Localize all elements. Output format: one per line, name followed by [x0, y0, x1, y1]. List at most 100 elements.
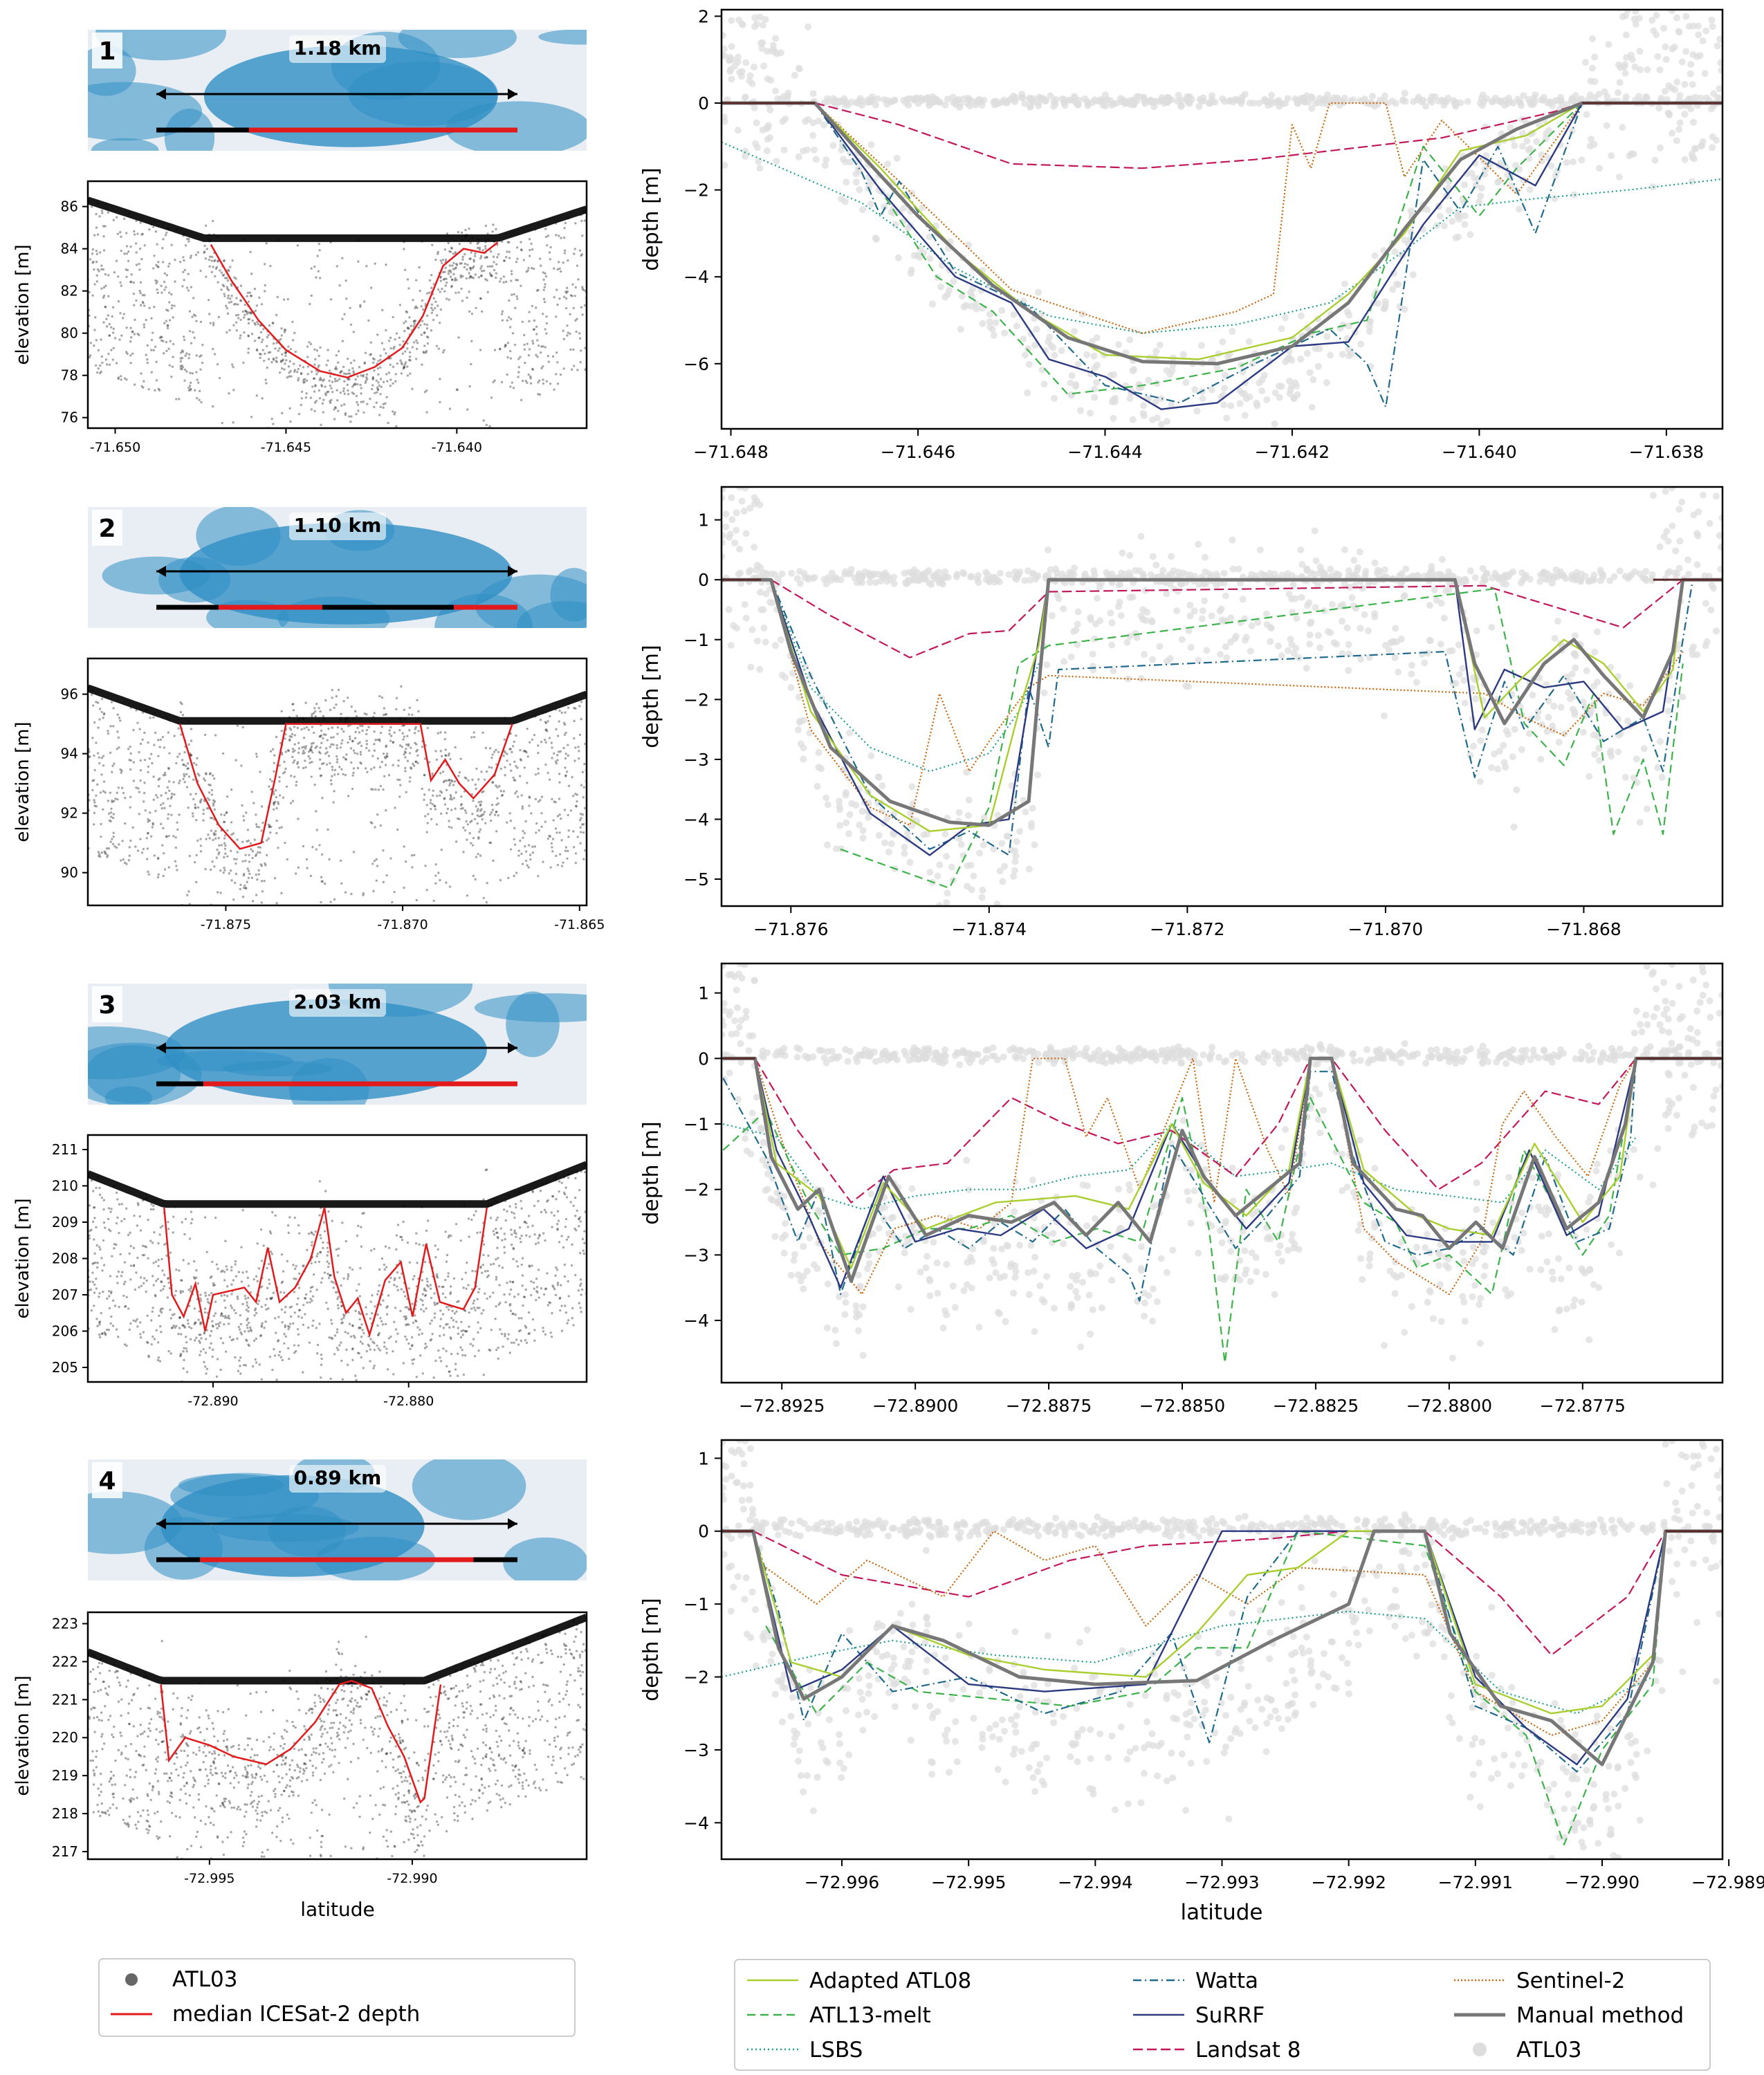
median-depth-line	[210, 241, 499, 379]
y-tick-label: 84	[61, 241, 78, 257]
x-tick-label: −72.989	[1691, 1872, 1764, 1892]
series-watta	[770, 579, 1694, 856]
atl03-surface-band	[88, 196, 587, 242]
arrow-head-right	[508, 1042, 517, 1053]
y-tick-label: 78	[61, 367, 78, 384]
arrow-head-left	[156, 1518, 166, 1529]
length-label-bg	[289, 35, 386, 63]
y-tick-label: 218	[52, 1805, 78, 1822]
depth-axis-label: depth [m]	[639, 1121, 663, 1225]
y-tick-label: 1	[698, 984, 709, 1004]
series-atl13-melt	[840, 588, 1684, 889]
length-label: 1.18 km	[294, 37, 382, 59]
median-depth-line	[178, 723, 513, 850]
elevation-axis-label: elevation [m]	[12, 1675, 33, 1796]
x-tick-label: -71.865	[554, 917, 605, 932]
y-tick-label: −4	[683, 809, 709, 829]
x-tick-label: −72.991	[1438, 1872, 1513, 1892]
x-tick-label: −72.996	[805, 1872, 879, 1892]
y-tick-label: −4	[683, 1813, 709, 1833]
legend-atl03-marker	[125, 1973, 138, 1986]
x-tick-label: -71.650	[90, 440, 140, 455]
left-legend: ATL03 median ICESat-2 depth	[98, 1958, 576, 2037]
elevation-panel-2: -71.875 -71.870 -71.865 90 92 94 96 elevation […	[12, 657, 605, 932]
y-tick-label: −2	[683, 1180, 709, 1200]
y-tick-label: 210	[52, 1178, 78, 1195]
x-tick-label: −71.876	[753, 919, 828, 939]
panel-4: 4 0.89 km -72.995 -72.990 217 218 219 220 221 222…	[12, 1439, 1764, 1892]
x-tick-label: −72.990	[1565, 1872, 1639, 1892]
series-sentinel2	[770, 579, 1684, 827]
y-tick-label: 208	[52, 1251, 78, 1267]
main-lake	[164, 999, 487, 1101]
arrow-head-left	[156, 1042, 166, 1053]
x-tick-label: −71.874	[952, 919, 1027, 939]
depth-axes-frame	[720, 8, 1724, 430]
x-tick-label: -71.640	[432, 440, 482, 455]
depth-panel-1: −71.648 −71.646 −71.644 −71.642 −71.640 −71.6…	[639, 6, 1724, 462]
x-tick-label: −72.8800	[1406, 1396, 1492, 1416]
series-adapted-atl08	[754, 1058, 1637, 1269]
series-lsbs	[722, 141, 1722, 334]
elevation-axes-frame	[86, 1611, 588, 1861]
y-tick-label: −6	[683, 354, 709, 374]
elevation-axes-frame	[86, 180, 588, 430]
depth-panel-3: −72.8925 −72.8900 −72.8875 −72.8850 −72.8825…	[639, 962, 1724, 1416]
series-watta	[752, 1530, 1666, 1773]
x-tick-label: −72.995	[931, 1872, 1006, 1892]
series-manual	[722, 101, 1722, 366]
depth-panel-2: −71.876 −71.874 −71.872 −71.870 −71.868 1 0 −1 −…	[639, 486, 1724, 939]
legend-label: ATL03	[1516, 2038, 1581, 2063]
length-label: 1.10 km	[294, 514, 382, 537]
lake-patch	[104, 1086, 152, 1105]
series-watta	[814, 102, 1583, 408]
x-tick-label: −71.640	[1442, 442, 1516, 462]
y-tick-label: 1	[698, 510, 709, 531]
atl03-surface-band	[88, 684, 587, 725]
y-tick-label: −2	[683, 181, 709, 201]
satellite-image-4: 4 0.89 km	[88, 1459, 587, 1580]
x-tick-label: −71.646	[881, 442, 955, 462]
legend-label: Watta	[1195, 1968, 1258, 1993]
panel-badge	[92, 33, 122, 68]
y-tick-label: 80	[61, 325, 78, 342]
y-tick-label: −1	[683, 1114, 709, 1134]
lake-patch	[474, 993, 587, 1022]
x-tick-label: −72.994	[1058, 1872, 1132, 1892]
legend-label: Adapted ATL08	[809, 1968, 971, 1993]
y-tick-label: 221	[52, 1691, 78, 1708]
x-tick-label: −71.642	[1255, 442, 1330, 462]
x-tick-label: -72.995	[184, 1871, 235, 1886]
series-sentinel2	[765, 1530, 1666, 1736]
lake-patch	[538, 30, 587, 45]
right-legend: Adapted ATL08 ATL13-melt LSBS Watta SuRRF Lan…	[734, 1959, 1711, 2071]
lake-patch	[412, 1459, 526, 1520]
panel-number: 2	[98, 515, 116, 543]
series-surrf	[752, 1530, 1666, 1766]
legend-label: SuRRF	[1195, 2003, 1265, 2028]
panel-badge	[92, 510, 122, 546]
series-adapted-atl08	[814, 102, 1583, 360]
x-tick-label: -72.990	[387, 1871, 437, 1886]
y-tick-label: 0	[698, 570, 709, 590]
length-label: 2.03 km	[294, 990, 382, 1013]
series-landsat8	[754, 1058, 1637, 1204]
elevation-axis-label: elevation [m]	[12, 721, 33, 842]
series-manual	[722, 578, 1722, 827]
lake-patch	[517, 601, 587, 628]
x-tick-label: −71.868	[1546, 919, 1621, 939]
x-tick-label: −71.872	[1150, 919, 1224, 939]
series-sentinel2	[814, 102, 1583, 334]
y-tick-label: 223	[52, 1615, 78, 1632]
series-manual	[722, 1529, 1722, 1767]
y-tick-label: −3	[683, 1245, 709, 1265]
y-tick-label: −4	[683, 267, 709, 287]
panel-2: 2 1.10 km -71.875 -71.870 -71.865 90 92 94 96 ele…	[12, 486, 1724, 939]
median-depth-line	[160, 1679, 442, 1804]
y-tick-label: −1	[683, 1594, 709, 1614]
y-tick-label: 0	[698, 93, 709, 113]
y-tick-label: 94	[61, 746, 78, 762]
elevation-axes-frame	[86, 657, 588, 907]
y-tick-label: 92	[61, 805, 78, 822]
